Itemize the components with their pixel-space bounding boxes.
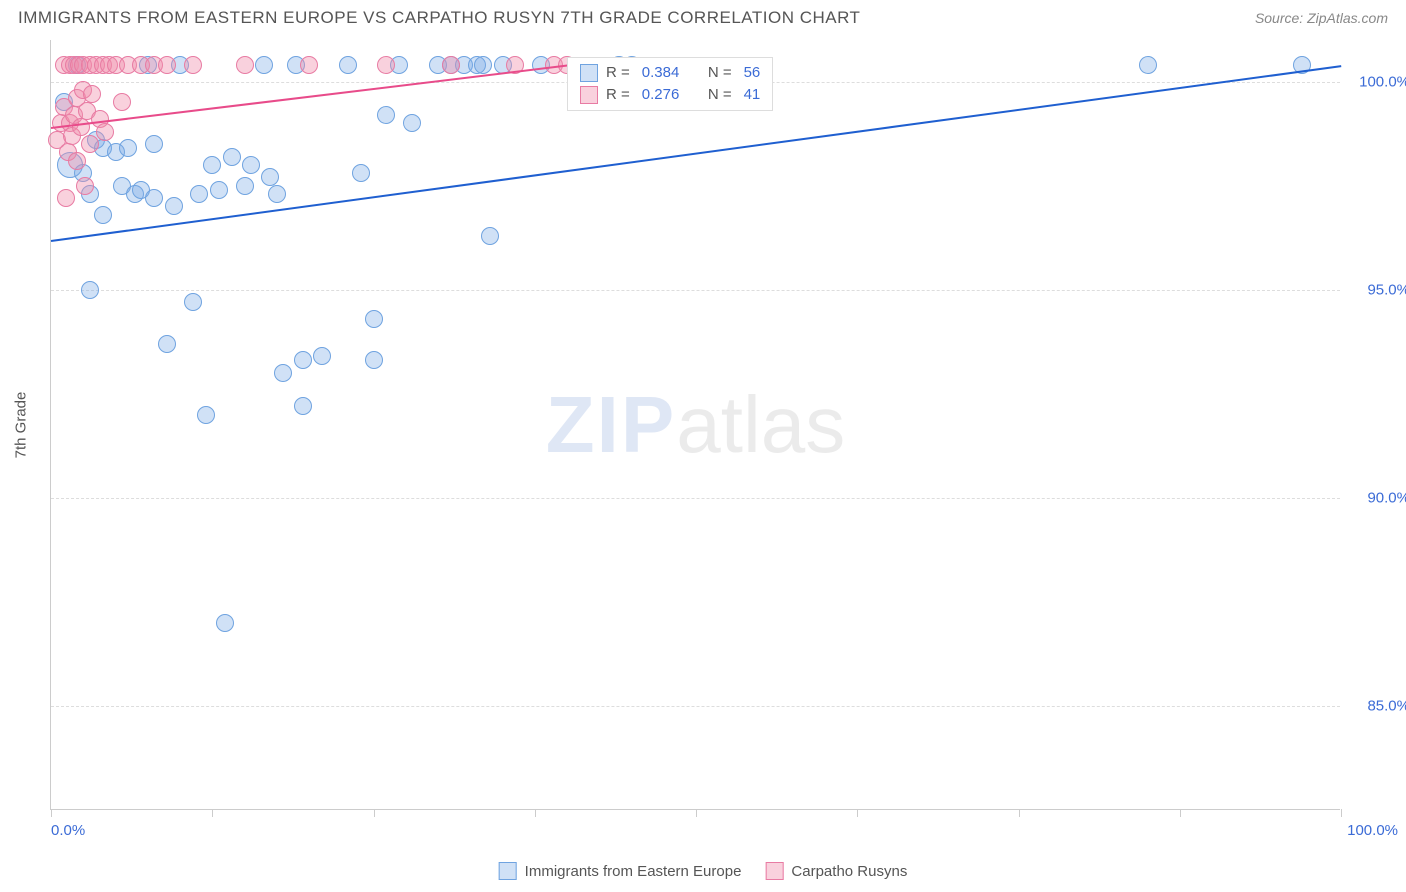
- x-tick: [696, 809, 697, 817]
- r-label: R =: [606, 86, 630, 103]
- watermark-zip: ZIP: [546, 380, 676, 469]
- data-point: [145, 135, 163, 153]
- data-point: [184, 56, 202, 74]
- data-point: [403, 114, 421, 132]
- x-tick: [212, 809, 213, 817]
- data-point: [261, 168, 279, 186]
- data-point: [216, 614, 234, 632]
- data-point: [274, 364, 292, 382]
- r-value: 0.276: [642, 86, 680, 103]
- x-tick: [1019, 809, 1020, 817]
- data-point: [81, 281, 99, 299]
- chart-title: IMMIGRANTS FROM EASTERN EUROPE VS CARPAT…: [18, 8, 860, 28]
- stats-legend-row: R = 0.384 N = 56: [568, 62, 772, 84]
- data-point: [119, 139, 137, 157]
- y-tick-label: 85.0%: [1350, 697, 1406, 714]
- data-point: [236, 56, 254, 74]
- data-point: [294, 397, 312, 415]
- data-point: [94, 206, 112, 224]
- data-point: [300, 56, 318, 74]
- n-label: N =: [708, 86, 732, 103]
- data-point: [158, 335, 176, 353]
- legend-label: Carpatho Rusyns: [791, 863, 907, 880]
- data-point: [1139, 56, 1157, 74]
- data-point: [377, 56, 395, 74]
- data-point: [68, 152, 86, 170]
- data-point: [184, 293, 202, 311]
- watermark-atlas: atlas: [676, 380, 845, 469]
- stats-legend-row: R = 0.276 N = 41: [568, 84, 772, 106]
- data-point: [145, 189, 163, 207]
- legend-label: Immigrants from Eastern Europe: [525, 863, 742, 880]
- r-value: 0.384: [642, 64, 680, 81]
- data-point: [223, 148, 241, 166]
- grid-line: [51, 706, 1340, 707]
- n-label: N =: [708, 64, 732, 81]
- watermark: ZIPatlas: [546, 379, 845, 471]
- grid-line: [51, 498, 1340, 499]
- data-point: [365, 310, 383, 328]
- data-point: [190, 185, 208, 203]
- r-label: R =: [606, 64, 630, 81]
- data-point: [481, 227, 499, 245]
- data-point: [203, 156, 221, 174]
- data-point: [294, 351, 312, 369]
- data-point: [339, 56, 357, 74]
- n-value: 56: [744, 64, 761, 81]
- data-point: [255, 56, 273, 74]
- data-point: [377, 106, 395, 124]
- x-tick: [1180, 809, 1181, 817]
- x-tick-label-end: 100.0%: [1347, 822, 1398, 839]
- data-point: [365, 351, 383, 369]
- y-tick-label: 90.0%: [1350, 489, 1406, 506]
- data-point: [96, 123, 114, 141]
- data-point: [113, 93, 131, 111]
- y-tick-label: 100.0%: [1350, 73, 1406, 90]
- x-tick: [374, 809, 375, 817]
- series-legend: Immigrants from Eastern Europe Carpatho R…: [499, 862, 908, 880]
- chart-source: Source: ZipAtlas.com: [1255, 10, 1388, 26]
- data-point: [81, 135, 99, 153]
- legend-swatch: [580, 86, 598, 104]
- x-tick-label-start: 0.0%: [51, 822, 85, 839]
- data-point: [72, 118, 90, 136]
- stats-legend: R = 0.384 N = 56 R = 0.276 N = 41: [567, 57, 773, 111]
- data-point: [165, 197, 183, 215]
- data-point: [197, 406, 215, 424]
- data-point: [76, 177, 94, 195]
- source-name: ZipAtlas.com: [1307, 10, 1388, 26]
- data-point: [313, 347, 331, 365]
- data-point: [352, 164, 370, 182]
- chart-header: IMMIGRANTS FROM EASTERN EUROPE VS CARPAT…: [0, 0, 1406, 34]
- y-tick-label: 95.0%: [1350, 281, 1406, 298]
- x-tick: [857, 809, 858, 817]
- legend-swatch: [765, 862, 783, 880]
- x-tick: [51, 809, 52, 817]
- data-point: [236, 177, 254, 195]
- legend-swatch: [580, 64, 598, 82]
- grid-line: [51, 290, 1340, 291]
- legend-item: Carpatho Rusyns: [765, 862, 907, 880]
- data-point: [210, 181, 228, 199]
- x-tick: [535, 809, 536, 817]
- data-point: [57, 189, 75, 207]
- legend-swatch: [499, 862, 517, 880]
- scatter-chart: 7th Grade ZIPatlas 85.0%90.0%95.0%100.0%…: [50, 40, 1340, 810]
- source-label: Source:: [1255, 10, 1303, 26]
- legend-item: Immigrants from Eastern Europe: [499, 862, 742, 880]
- n-value: 41: [744, 86, 761, 103]
- data-point: [83, 85, 101, 103]
- data-point: [442, 56, 460, 74]
- y-axis-label: 7th Grade: [13, 391, 30, 458]
- x-tick: [1341, 809, 1342, 817]
- data-point: [158, 56, 176, 74]
- data-point: [242, 156, 260, 174]
- data-point: [474, 56, 492, 74]
- data-point: [268, 185, 286, 203]
